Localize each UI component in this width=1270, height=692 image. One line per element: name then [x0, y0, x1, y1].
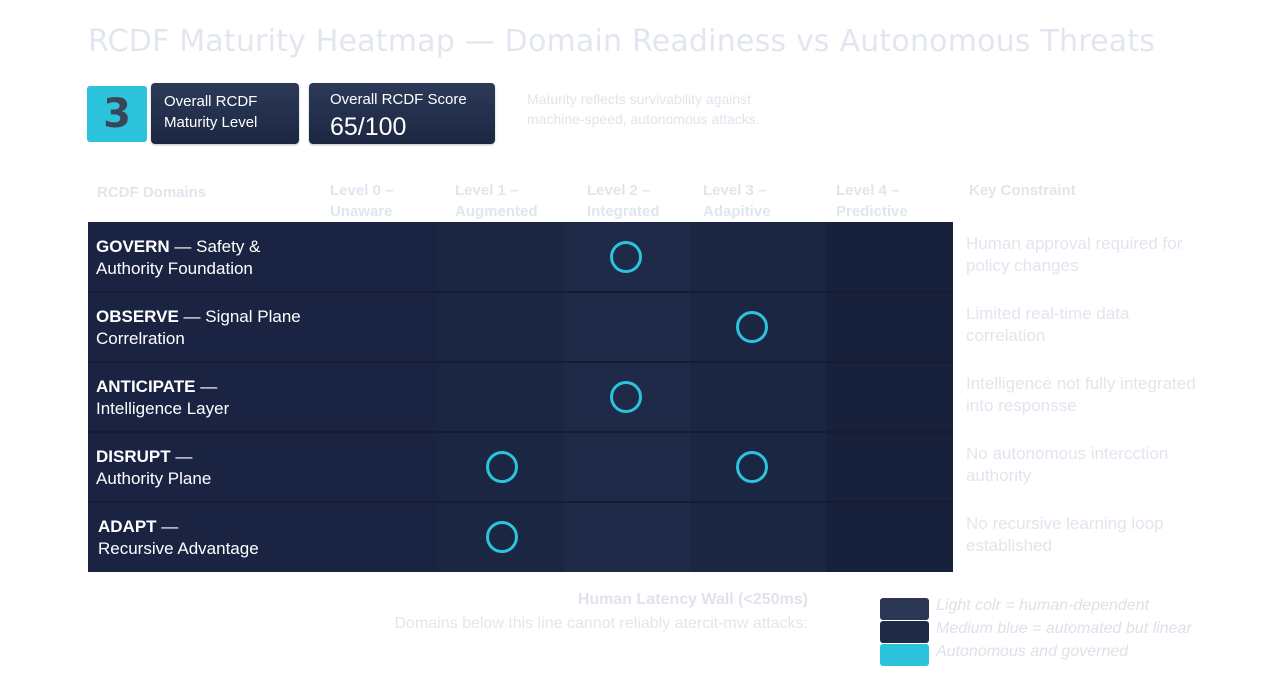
key-constraint: Limited real-time data correlation: [966, 304, 1130, 345]
constraint-header: Key Constraint: [969, 182, 1076, 199]
domain-desc: — Signal Plane: [178, 307, 301, 326]
level-header: Level 4 – Predictive: [836, 180, 908, 222]
level-header-sub: Augmented: [455, 203, 538, 220]
row-divider: [88, 361, 953, 363]
domain-desc-line2: Intelligence Layer: [96, 399, 230, 418]
maturity-level-card: Overall RCDF Maturity Level: [151, 83, 299, 144]
score-card: Overall RCDF Score 65/100: [309, 83, 495, 144]
level-column-band: [826, 222, 953, 572]
row-divider: [88, 291, 953, 293]
level-column-band: [88, 222, 438, 572]
domain-label: ANTICIPATE — Intelligence Layer: [96, 376, 229, 420]
domain-label: DISRUPT — Authority Plane: [96, 446, 211, 490]
maturity-note: Maturity reflects survivability against …: [527, 91, 760, 127]
level-header-name: Level 1 –: [455, 182, 519, 199]
maturity-marker: [486, 521, 518, 553]
domain-name: GOVERN: [96, 237, 170, 256]
legend-label: Autonomous and governed: [936, 643, 1129, 660]
legend-swatch: [880, 644, 929, 666]
level-header-name: Level 0 –: [330, 182, 394, 199]
level-header: Level 1 – Augmented: [455, 180, 538, 222]
level-header-sub: Unaware: [330, 203, 393, 220]
domain-name: ANTICIPATE: [96, 377, 196, 396]
maturity-marker: [736, 311, 768, 343]
domain-label: GOVERN — Safety & Authority Foundation: [96, 236, 260, 280]
legend-label: Medium blue = automated but linear: [936, 620, 1192, 637]
latency-wall-title: Human Latency Wall (<250ms): [577, 591, 808, 608]
domain-desc: —: [195, 377, 218, 396]
row-divider: [88, 431, 953, 433]
maturity-marker: [610, 381, 642, 413]
level-header: Level 0 – Unaware: [330, 180, 393, 222]
maturity-level-badge: 3: [87, 86, 147, 142]
key-constraint: Intelligence not fully integrated into r…: [966, 374, 1196, 415]
heatmap-grid: [88, 222, 953, 572]
maturity-marker: [486, 451, 518, 483]
key-constraint: No autonomous intercction authority: [966, 444, 1169, 485]
level-header-sub: Integrated: [587, 203, 660, 220]
domain-label: OBSERVE — Signal Plane Correlration: [96, 306, 301, 350]
level-header: Level 3 – Adapitive: [703, 180, 771, 222]
level-header-sub: Adapitive: [703, 203, 771, 220]
domain-name: DISRUPT: [96, 447, 171, 466]
domain-desc-line2: Authority Plane: [96, 469, 212, 488]
domain-label: ADAPT — Recursive Advantage: [98, 516, 259, 560]
domain-desc: — Safety &: [169, 237, 261, 256]
domain-name: ADAPT: [98, 517, 157, 536]
domain-desc-line2: Correlration: [96, 329, 185, 348]
level-column-band: [690, 222, 826, 572]
domains-header: RCDF Domains: [97, 184, 207, 201]
domain-desc: —: [156, 517, 179, 536]
key-constraint: No recursive learning loop established: [966, 514, 1164, 555]
level-header-name: Level 4 –: [836, 182, 900, 199]
domain-desc-line2: Recursive Advantage: [98, 539, 259, 558]
level-column-band: [438, 222, 564, 572]
legend-swatch: [880, 621, 929, 643]
level-header-name: Level 3 –: [703, 182, 767, 199]
level-header: Level 2 – Integrated: [587, 180, 660, 222]
score-value: 65/100: [330, 113, 407, 141]
latency-wall-text: Domains below this line cannot reliably …: [394, 615, 809, 632]
legend-swatch: [880, 598, 929, 620]
row-divider: [88, 501, 953, 503]
maturity-marker: [736, 451, 768, 483]
page-title: RCDF Maturity Heatmap — Domain Readiness…: [88, 24, 1156, 59]
level-header-sub: Predictive: [836, 203, 908, 220]
level-header-name: Level 2 –: [587, 182, 651, 199]
domain-name: OBSERVE: [96, 307, 179, 326]
key-constraint: Human approval required for policy chang…: [966, 234, 1183, 275]
legend-label: Light colr = human-dependent: [936, 597, 1150, 614]
domain-desc: —: [170, 447, 193, 466]
maturity-marker: [610, 241, 642, 273]
domain-desc-line2: Authority Foundation: [96, 259, 253, 278]
score-label: Overall RCDF Score: [330, 91, 467, 108]
